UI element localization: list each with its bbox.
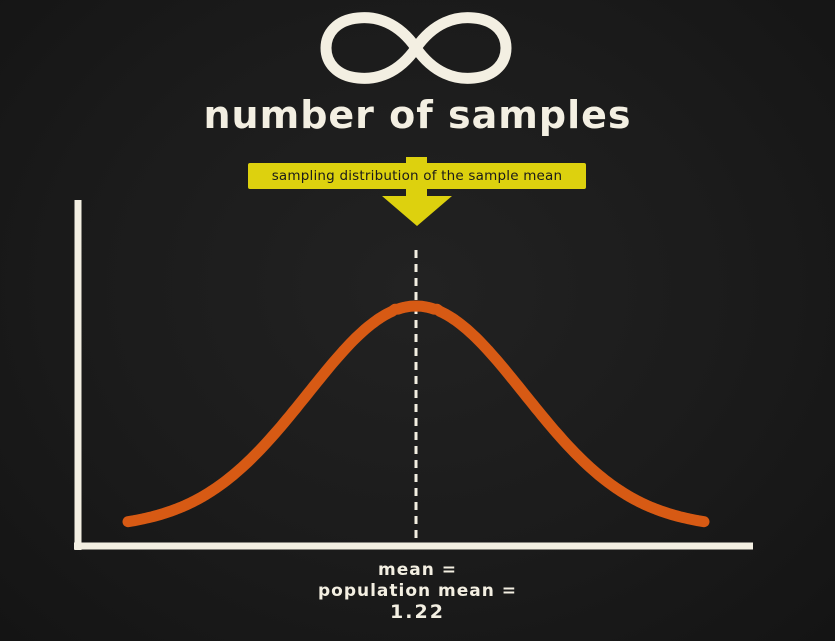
bell-curve bbox=[122, 300, 710, 528]
annotation-line-1: mean = bbox=[378, 560, 457, 580]
annotation-value: 1.22 bbox=[390, 601, 445, 623]
mean-annotation: mean = population mean = 1.22 bbox=[0, 560, 835, 623]
infinity-icon bbox=[320, 12, 512, 84]
banner-label: sampling distribution of the sample mean bbox=[248, 163, 586, 189]
page-title: number of samples bbox=[203, 93, 632, 137]
annotation-line-2: population mean = bbox=[317, 581, 518, 601]
